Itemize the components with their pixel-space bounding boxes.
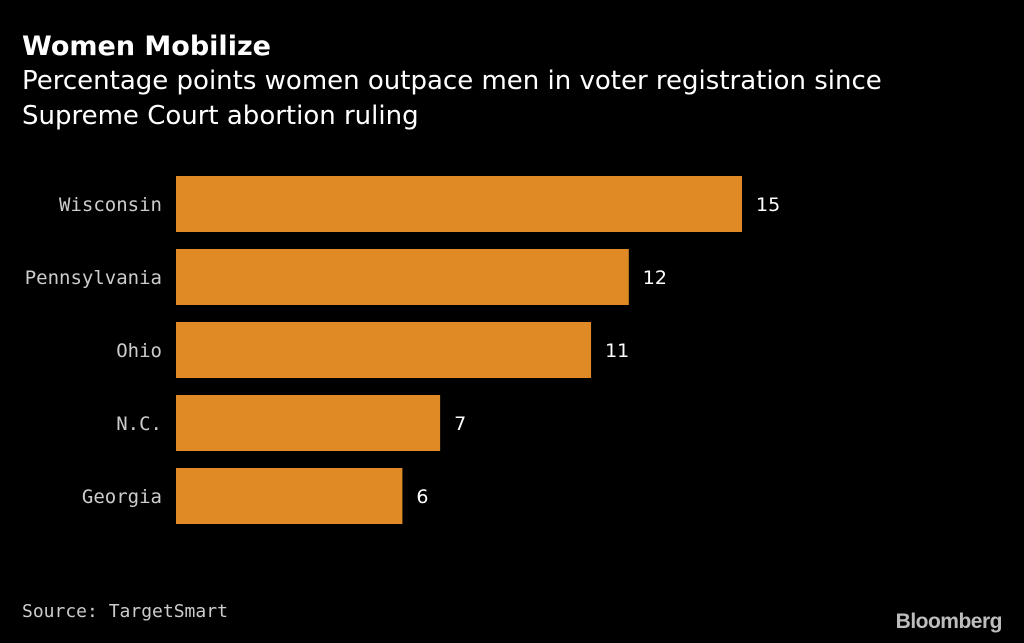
value-label-georgia: 6 (416, 486, 428, 508)
category-label-n-c: N.C. (116, 413, 162, 435)
category-label-wisconsin: Wisconsin (59, 194, 162, 216)
category-label-georgia: Georgia (82, 486, 162, 508)
chart-title: Women Mobilize (22, 31, 271, 62)
value-label-n-c: 7 (454, 413, 466, 435)
category-label-pennsylvania: Pennsylvania (25, 267, 162, 289)
source-note: Source: TargetSmart (22, 601, 228, 622)
chart-subtitle: Percentage points women outpace men in v… (22, 66, 882, 131)
value-label-ohio: 11 (605, 340, 629, 362)
bar-ohio (176, 322, 592, 378)
bar-n-c (176, 395, 441, 451)
category-label-ohio: Ohio (116, 340, 162, 362)
bloomberg-logo: Bloomberg (895, 610, 1003, 633)
bar-georgia (176, 468, 403, 524)
value-label-wisconsin: 15 (756, 194, 780, 216)
value-label-pennsylvania: 12 (643, 267, 667, 289)
bar-wisconsin (176, 176, 742, 232)
bar-pennsylvania (176, 249, 629, 305)
